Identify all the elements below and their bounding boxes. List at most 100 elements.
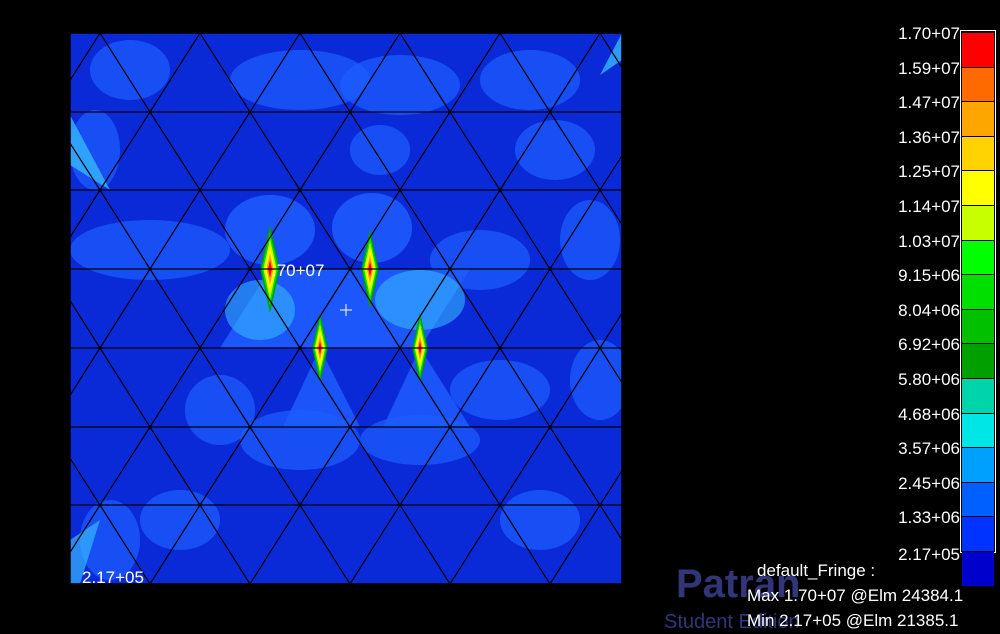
mesh-line (650, 427, 700, 505)
mesh-line (70, 347, 101, 397)
mesh-line (449, 33, 501, 113)
mesh-line (499, 111, 551, 191)
mesh-line (70, 189, 101, 239)
mesh-line (449, 111, 501, 191)
mesh-line (0, 505, 50, 584)
stress-region (450, 360, 550, 420)
mesh-line (199, 347, 251, 428)
mesh-line (199, 189, 251, 270)
mesh-line (499, 268, 551, 349)
mesh-line (70, 504, 101, 554)
mesh-line (750, 33, 800, 112)
mesh-line (0, 33, 50, 112)
mesh-line (349, 504, 401, 584)
mesh-line (149, 347, 201, 428)
mesh-line (249, 268, 301, 349)
legend-level-label: 3.57+06 (898, 439, 960, 459)
mesh-line (399, 111, 451, 191)
legend-level-label: 1.33+06 (898, 508, 960, 528)
mesh-line (399, 504, 451, 584)
mesh-line (599, 347, 622, 384)
stress-region (500, 490, 580, 550)
mesh-line (549, 111, 601, 191)
mesh-line (449, 504, 501, 584)
mesh-line (449, 347, 501, 428)
fringe-title: default_Fringe : (757, 561, 876, 580)
mesh-line (0, 427, 50, 505)
mesh-line (99, 347, 151, 428)
mesh-line (0, 269, 50, 348)
legend-swatch (962, 171, 994, 205)
legend-level-label: 2.45+06 (898, 473, 960, 493)
edge-stress (600, 33, 622, 75)
mesh-line (99, 268, 151, 349)
mesh-line (549, 33, 601, 113)
legend-level-label: 1.03+07 (898, 231, 960, 251)
mesh-line (399, 347, 451, 428)
mesh-line (249, 504, 301, 584)
mesh-line (549, 189, 601, 270)
edge-stress (70, 520, 100, 584)
max-value-marker: .70+07 (272, 261, 325, 280)
mesh-line (399, 426, 451, 506)
mesh-line (249, 111, 301, 191)
legend-level-label: 1.14+07 (898, 197, 960, 216)
mesh-line (199, 111, 251, 191)
stress-region (70, 220, 230, 280)
legend-level-label: 1.25+07 (898, 162, 960, 182)
min-value-marker: 2.17+05 (82, 568, 144, 587)
patran-logo: Patran (676, 562, 801, 606)
mesh-line (199, 33, 251, 113)
mesh-line (349, 111, 401, 191)
mesh-line (199, 504, 251, 584)
legend-swatch (962, 379, 994, 413)
mesh-line (299, 268, 351, 349)
legend-level-label: 9.15+06 (898, 266, 960, 286)
legend-level-label: 4.68+06 (898, 404, 960, 424)
legend-swatch (962, 482, 994, 517)
stress-region (375, 270, 465, 330)
stress-region (90, 40, 170, 100)
mesh-line (700, 348, 750, 427)
fringe-max-info: Max 1.70+07 @Elm 24384.1 (747, 586, 964, 605)
stress-region (560, 200, 620, 280)
mesh-line (249, 347, 301, 428)
mesh-line (650, 112, 700, 190)
mesh-line (650, 348, 700, 427)
mesh-line (349, 268, 401, 349)
legend-swatch (962, 206, 994, 240)
mesh-line (549, 504, 601, 584)
mesh-line (299, 504, 351, 584)
stress-band (283, 348, 360, 427)
mesh-line (299, 426, 351, 506)
mesh-fill-layer (70, 33, 622, 584)
stress-region (140, 490, 220, 550)
mesh-line (650, 33, 700, 112)
legend-level-label: 8.04+06 (898, 300, 960, 320)
mesh-line (549, 347, 601, 428)
stress-region (230, 50, 370, 110)
mesh-line (249, 33, 301, 113)
mesh-line (499, 189, 551, 270)
mesh-line (650, 269, 700, 348)
mesh-line (0, 348, 50, 427)
mesh-line (349, 347, 401, 428)
mesh-line (499, 426, 551, 506)
mesh-line (249, 426, 301, 506)
mesh-line (750, 348, 800, 427)
mesh-line (0, 112, 50, 190)
stress-region (570, 340, 622, 420)
mesh-line (99, 504, 151, 584)
legend-swatch (962, 67, 994, 102)
mesh-line (399, 268, 451, 349)
mesh-line (70, 33, 101, 82)
legend-swatch (962, 552, 994, 586)
legend-swatch (962, 413, 994, 448)
mesh-line (99, 426, 151, 506)
mesh-line (449, 268, 501, 349)
mesh-line (700, 112, 750, 190)
mesh-line (249, 189, 301, 270)
mesh-line (700, 190, 750, 269)
mesh-line (549, 268, 601, 349)
